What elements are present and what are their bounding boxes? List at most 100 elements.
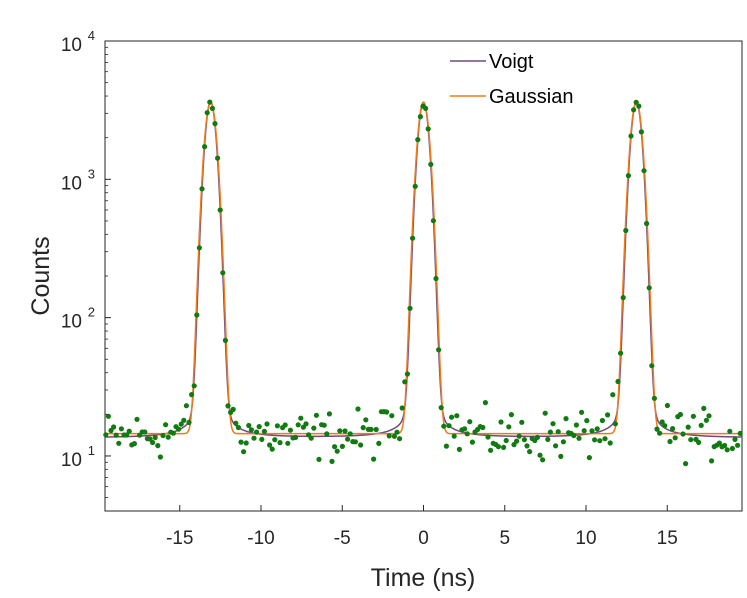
- data-point: [155, 443, 161, 449]
- data-point: [170, 430, 176, 436]
- data-point: [345, 436, 351, 442]
- data-point: [618, 350, 624, 356]
- data-point: [573, 422, 580, 428]
- data-point: [701, 405, 707, 411]
- data-point: [339, 443, 345, 449]
- data-point: [321, 422, 327, 428]
- data-point: [347, 431, 353, 437]
- data-point: [358, 442, 364, 448]
- data-point: [324, 431, 330, 437]
- data-point: [103, 432, 109, 438]
- data-point: [537, 452, 543, 458]
- data-point: [462, 426, 468, 432]
- data-point: [105, 413, 111, 419]
- data-point: [516, 433, 522, 439]
- data-point: [584, 418, 590, 424]
- data-point: [633, 99, 639, 105]
- data-point: [191, 383, 197, 389]
- data-point: [690, 413, 697, 419]
- data-point: [116, 440, 122, 446]
- data-point: [550, 421, 556, 427]
- data-point: [579, 409, 585, 415]
- data-point: [308, 435, 314, 441]
- data-point: [664, 402, 671, 409]
- data-point: [498, 419, 504, 425]
- data-point: [524, 443, 530, 449]
- data-point: [680, 431, 686, 437]
- data-point: [196, 245, 202, 251]
- data-point: [737, 430, 743, 436]
- data-point: [157, 454, 163, 460]
- data-point: [313, 412, 319, 418]
- x-axis-title: Time (ns): [371, 564, 476, 592]
- data-point: [436, 347, 442, 353]
- data-point: [597, 438, 603, 444]
- data-point: [124, 432, 130, 438]
- data-point: [553, 443, 559, 449]
- data-point: [469, 439, 475, 445]
- data-point: [480, 424, 486, 431]
- data-point: [443, 443, 449, 449]
- data-point: [267, 442, 273, 448]
- data-point: [594, 426, 600, 432]
- data-point: [672, 435, 678, 441]
- y-tick-exponent: 1: [88, 443, 95, 458]
- data-point: [514, 438, 520, 444]
- data-point: [467, 419, 473, 425]
- data-point: [397, 436, 403, 442]
- legend-gaussian-label: Gaussian: [489, 86, 574, 108]
- data-point: [220, 270, 226, 276]
- data-point: [534, 434, 541, 440]
- data-point: [485, 434, 491, 440]
- data-point: [178, 421, 184, 427]
- data-point: [683, 461, 689, 467]
- data-point: [441, 423, 447, 429]
- data-point: [495, 444, 501, 450]
- data-point: [238, 439, 244, 445]
- data-point: [181, 417, 187, 423]
- data-point: [454, 413, 460, 419]
- data-point: [586, 455, 593, 461]
- data-point: [558, 453, 564, 459]
- data-point: [194, 312, 200, 318]
- data-point: [235, 424, 241, 431]
- y-tick-exponent: 4: [88, 28, 95, 43]
- data-point: [259, 436, 265, 442]
- data-point: [677, 411, 684, 418]
- data-point: [698, 422, 704, 428]
- data-point: [248, 427, 254, 433]
- data-point: [371, 456, 377, 462]
- y-axis-title: Counts: [27, 236, 55, 315]
- data-point: [696, 439, 702, 445]
- data-point: [217, 207, 223, 213]
- y-tick-label: 10: [61, 312, 82, 333]
- data-points-layer: [103, 99, 743, 467]
- data-point: [230, 406, 236, 412]
- data-point: [404, 371, 410, 377]
- y-tick-label: 10: [61, 450, 82, 471]
- data-point: [373, 426, 379, 433]
- data-point: [337, 428, 343, 434]
- data-point: [189, 392, 195, 398]
- data-point: [724, 447, 730, 453]
- data-point: [620, 295, 626, 301]
- data-point: [295, 422, 301, 428]
- data-point: [368, 426, 374, 432]
- x-tick-label: -15: [166, 528, 193, 549]
- x-tick-label: 0: [418, 528, 429, 549]
- data-point: [706, 413, 712, 419]
- data-point: [641, 168, 647, 174]
- data-point: [126, 428, 132, 434]
- data-point: [589, 428, 595, 434]
- data-point: [623, 227, 629, 234]
- data-point: [631, 107, 637, 113]
- data-point: [407, 305, 413, 311]
- data-point: [417, 114, 423, 120]
- data-point: [685, 424, 691, 430]
- data-point: [415, 137, 421, 143]
- data-point: [402, 379, 408, 385]
- data-point: [389, 413, 395, 419]
- x-tick-label: 15: [657, 528, 678, 549]
- data-point: [199, 186, 205, 192]
- data-point: [488, 447, 494, 453]
